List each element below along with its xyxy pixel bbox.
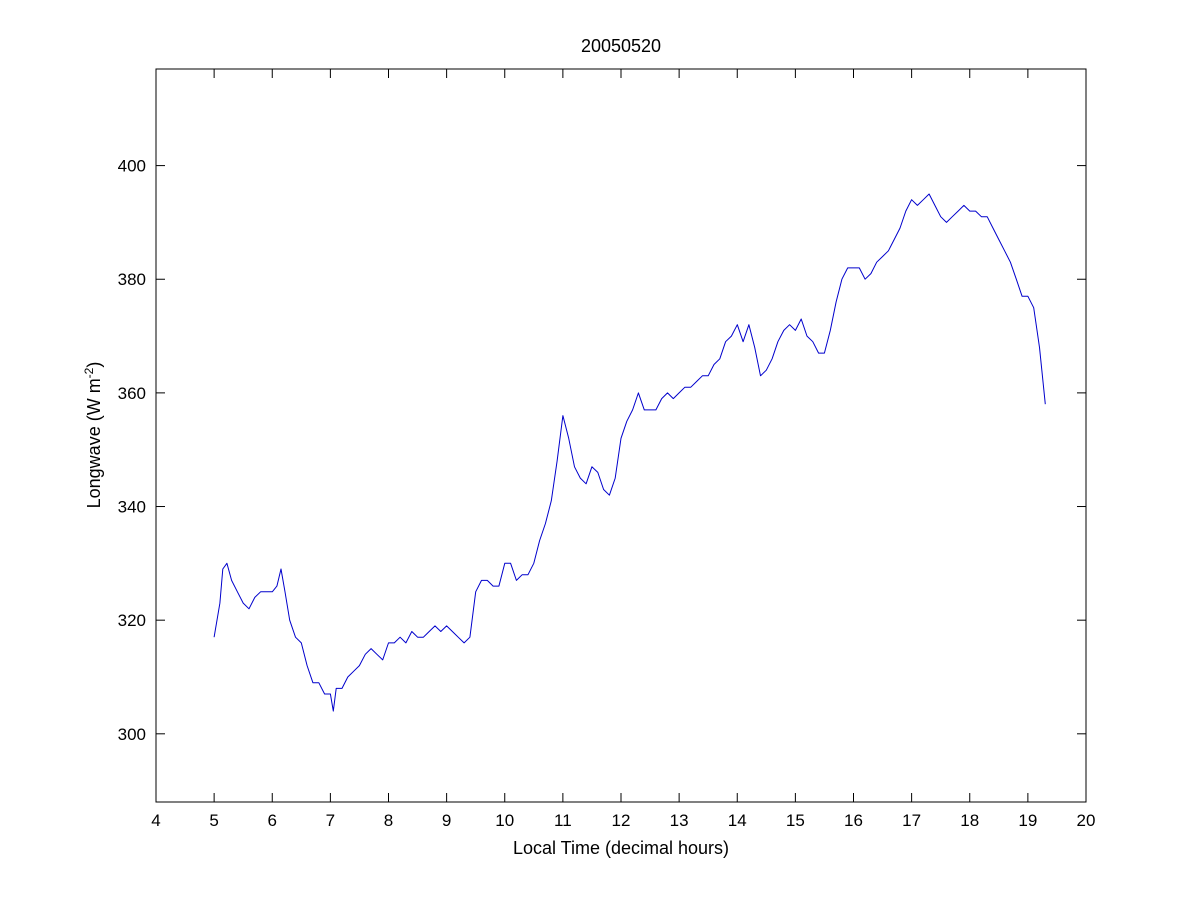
tick-marks — [155, 69, 1087, 802]
x-tick-label: 5 — [209, 811, 218, 830]
data-lines — [213, 193, 1046, 712]
plot-background — [156, 69, 1086, 802]
y-tick-label: 300 — [118, 725, 146, 744]
x-tick-labels: 4 5 6 7 8 9 10 11 12 13 14 15 16 17 18 19 20 — [151, 811, 1095, 830]
y-axis-title: Longwave (W m-2) — [82, 362, 104, 509]
x-tick-label: 6 — [268, 811, 277, 830]
chart-title: 20050520 — [581, 36, 661, 56]
x-tick-label: 14 — [728, 811, 747, 830]
x-tick-label: 10 — [495, 811, 514, 830]
series-line — [213, 193, 1046, 712]
x-tick-label: 18 — [960, 811, 979, 830]
x-tick-label: 8 — [384, 811, 393, 830]
x-tick-label: 19 — [1018, 811, 1037, 830]
y-tick-label: 380 — [118, 270, 146, 289]
x-tick-label: 16 — [844, 811, 863, 830]
y-tick-label: 360 — [118, 384, 146, 403]
x-tick-label: 13 — [670, 811, 689, 830]
x-tick-label: 7 — [326, 811, 335, 830]
x-tick-label: 20 — [1077, 811, 1096, 830]
y-axis-title-main: Longwave (W m — [84, 378, 104, 508]
y-axis-title-superscript: -2 — [82, 367, 96, 378]
y-tick-label: 400 — [118, 157, 146, 176]
x-tick-label: 11 — [554, 811, 572, 830]
x-tick-label: 17 — [902, 811, 921, 830]
y-axis-title-close: ) — [84, 362, 104, 368]
x-tick-label: 12 — [612, 811, 631, 830]
x-tick-label: 15 — [786, 811, 805, 830]
plot-frame — [155, 68, 1087, 803]
y-tick-labels: 300 320 340 360 380 400 — [118, 157, 146, 744]
y-tick-label: 340 — [118, 498, 146, 517]
y-tick-label: 320 — [118, 611, 146, 630]
x-tick-label: 9 — [442, 811, 451, 830]
x-tick-label: 4 — [151, 811, 160, 830]
x-axis-title: Local Time (decimal hours) — [513, 838, 729, 858]
